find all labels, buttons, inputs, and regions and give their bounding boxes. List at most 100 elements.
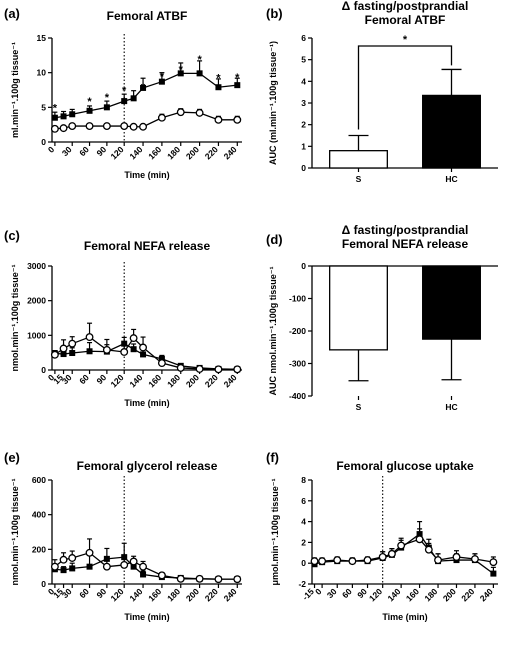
- y-axis-label: nmol.min⁻¹.100g tissue⁻¹: [10, 478, 20, 585]
- chart-title: Femoral glycerol release: [77, 459, 218, 473]
- data-point-circle: [214, 575, 223, 584]
- x-tick-label: 120: [109, 144, 126, 161]
- y-tick-label: 1: [301, 141, 306, 151]
- x-tick-label: 200: [184, 586, 201, 603]
- data-point-square: [490, 570, 497, 577]
- data-point-circle: [195, 365, 204, 373]
- chart-title: Δ fasting/postprandial: [342, 223, 469, 237]
- data-point-square: [60, 113, 67, 120]
- data-point-circle: [397, 541, 406, 550]
- data-point-circle: [129, 122, 138, 131]
- data-point-circle: [415, 535, 424, 544]
- significance-star: *: [403, 34, 408, 46]
- data-point-square: [69, 350, 76, 357]
- data-point-circle: [85, 333, 94, 342]
- significance-star: *: [53, 102, 58, 114]
- data-point-square: [121, 340, 128, 347]
- data-point-square: [177, 70, 184, 77]
- data-point-square: [69, 111, 76, 118]
- series-square: [51, 542, 241, 583]
- x-tick-label: 60: [77, 372, 91, 386]
- x-tick-label: 200: [184, 144, 201, 161]
- data-point-square: [140, 84, 147, 91]
- x-tick-label: 200: [184, 372, 201, 389]
- panel-e: (e)Femoral glycerol release0200400600015…: [4, 450, 242, 622]
- data-point-circle: [233, 115, 242, 124]
- y-tick-label: 15: [37, 33, 47, 43]
- x-tick-label: 140: [127, 586, 144, 603]
- data-point-circle: [68, 554, 77, 562]
- data-point-circle: [387, 549, 396, 558]
- y-axis-label: nmol.min⁻¹.100g tissue⁻¹: [10, 264, 20, 371]
- x-tick-label: 30: [60, 372, 74, 386]
- x-tick-label: 140: [127, 372, 144, 389]
- x-tick-label: HC: [445, 174, 457, 184]
- y-tick-label: 4: [301, 76, 306, 86]
- data-point-circle: [50, 562, 59, 571]
- data-point-square: [215, 84, 222, 91]
- bar-hc: [422, 265, 481, 340]
- x-tick-label: 240: [222, 586, 239, 603]
- data-point-circle: [68, 339, 77, 348]
- y-tick-label: 4: [301, 517, 306, 527]
- x-tick-label: 160: [404, 586, 421, 603]
- x-tick-label: 140: [385, 586, 402, 603]
- x-tick-label: HC: [445, 402, 457, 412]
- x-axis-label: Time (min): [124, 612, 169, 622]
- x-tick-label: 180: [165, 372, 182, 389]
- data-point-circle: [50, 350, 59, 359]
- data-point-circle: [176, 363, 185, 372]
- data-point-square: [51, 114, 58, 121]
- y-tick-label: 5: [301, 55, 306, 65]
- data-point-circle: [59, 344, 68, 353]
- data-point-circle: [434, 556, 442, 565]
- data-point-square: [130, 563, 137, 570]
- x-tick-label: 60: [340, 586, 354, 600]
- data-point-circle: [139, 343, 147, 352]
- data-point-circle: [195, 108, 204, 117]
- x-tick-label: 90: [95, 144, 109, 158]
- series-circle: [50, 108, 242, 133]
- data-point-circle: [139, 562, 147, 571]
- data-point-square: [196, 70, 203, 77]
- chart-title: Δ fasting/postprandial: [342, 0, 469, 13]
- data-point-circle: [424, 545, 433, 554]
- series-square: [51, 60, 241, 121]
- significance-star: *: [141, 82, 146, 94]
- x-tick-label: 160: [146, 372, 163, 389]
- x-tick-label: 30: [60, 586, 74, 600]
- series-square: [51, 336, 241, 373]
- y-tick-label: 6: [301, 33, 306, 43]
- data-point-circle: [102, 122, 111, 131]
- y-tick-label: 600: [32, 475, 46, 485]
- x-tick-label: 120: [367, 586, 384, 603]
- data-point-square: [130, 346, 137, 353]
- series-square: [311, 520, 497, 577]
- x-tick-label: 200: [441, 586, 458, 603]
- significance-star: *: [105, 92, 110, 104]
- y-tick-label: 5: [41, 102, 46, 112]
- y-tick-label: 8: [301, 475, 306, 485]
- y-tick-label: 2: [301, 120, 306, 130]
- chart-title: Femoral ATBF: [107, 9, 188, 23]
- x-tick-label: 180: [165, 144, 182, 161]
- data-point-circle: [470, 555, 479, 563]
- data-point-circle: [85, 548, 94, 557]
- series-circle: [50, 322, 242, 374]
- data-point-circle: [378, 553, 387, 561]
- data-point-circle: [157, 359, 166, 368]
- x-tick-label: 0: [46, 586, 57, 597]
- x-tick-label: 120: [109, 586, 126, 603]
- panel-label: (e): [4, 450, 20, 465]
- data-point-square: [60, 567, 67, 574]
- x-axis-label: Time (min): [124, 170, 169, 180]
- y-tick-label: -100: [289, 294, 306, 304]
- panel-label: (c): [4, 228, 20, 243]
- data-point-circle: [310, 557, 319, 566]
- bar-s: [329, 150, 388, 169]
- series-line: [54, 72, 238, 119]
